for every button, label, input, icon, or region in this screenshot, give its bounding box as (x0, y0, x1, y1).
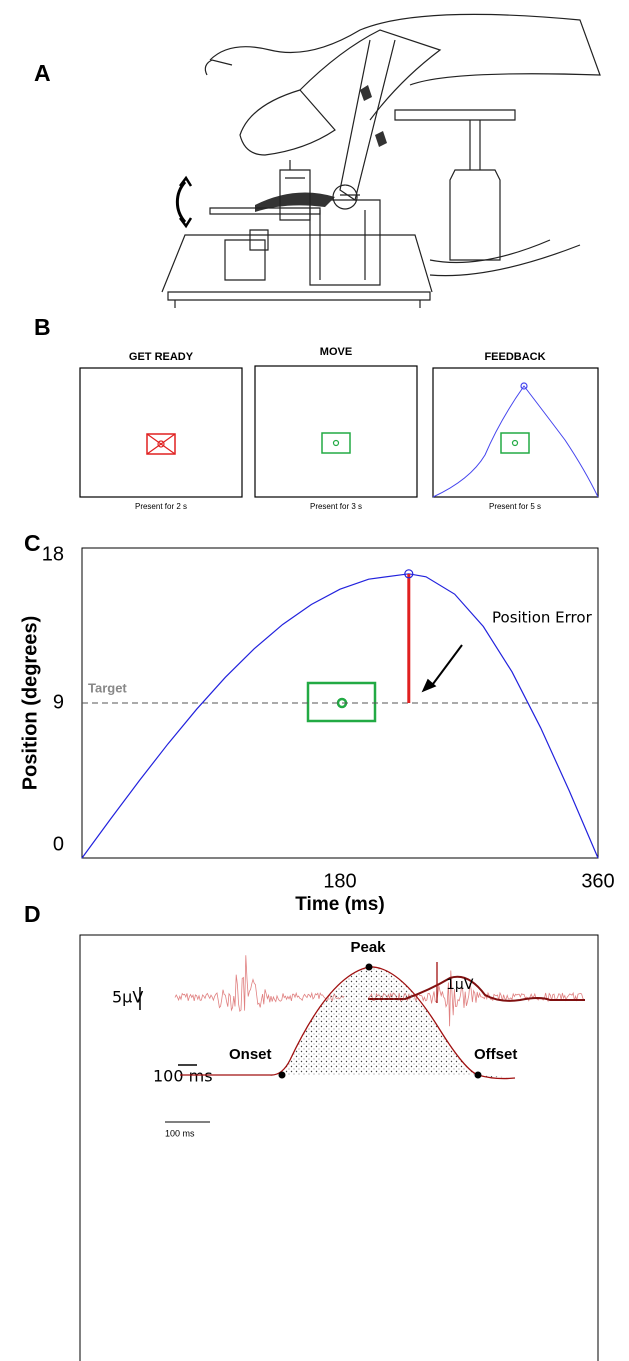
panel-label: D (24, 901, 41, 927)
target-label: Target (88, 680, 127, 695)
y-tick-label: 18 (42, 543, 64, 565)
onset-label: Onset (229, 1046, 272, 1063)
panel-label: A (34, 60, 51, 86)
offset-label: Offset (474, 1046, 517, 1063)
screen-title: FEEDBACK (484, 351, 545, 363)
screen-caption: Present for 5 s (489, 502, 541, 511)
screen-title: MOVE (320, 346, 352, 358)
amplitude-scale: 5µV (112, 988, 143, 1007)
y-axis-label: Position (degrees) (19, 616, 41, 790)
y-tick-label: 0 (53, 833, 64, 855)
panel-label: C (24, 530, 41, 556)
emg-panel: 5µV 100 ms Peak 1µV Onset Offset 100 ms (79, 934, 599, 1361)
annotation: Position Error (492, 609, 593, 627)
envelope-scale: 1µV (446, 977, 474, 993)
screen: FEEDBACK Present for 5 s (432, 351, 599, 511)
peak-label: Peak (350, 939, 386, 956)
screen: MOVE Present for 3 s (254, 346, 418, 511)
target-box (306, 681, 377, 723)
screen-caption: Present for 3 s (310, 502, 362, 511)
time-scale: 100 ms (153, 1067, 213, 1086)
envelope-time-scale: 100 ms (165, 1128, 195, 1138)
plot-frame (81, 547, 599, 859)
apparatus-illustration (161, 13, 601, 308)
screen: GET READY Present for 2 s (79, 351, 243, 511)
emg-trace (174, 955, 345, 1013)
emg-envelope (368, 975, 585, 1002)
x-tick-label: 360 (581, 870, 614, 892)
x-tick-label: 180 (323, 870, 356, 892)
peak-marker (404, 569, 414, 579)
x-axis-label: Time (ms) (295, 894, 384, 915)
screen-title: GET READY (129, 351, 194, 363)
position-chart: Time (ms) Position (degrees) Position Er… (19, 543, 614, 915)
y-tick-label: 9 (53, 691, 64, 713)
position-line (81, 573, 599, 859)
panel-label: B (34, 314, 51, 340)
screen-caption: Present for 2 s (135, 502, 187, 511)
